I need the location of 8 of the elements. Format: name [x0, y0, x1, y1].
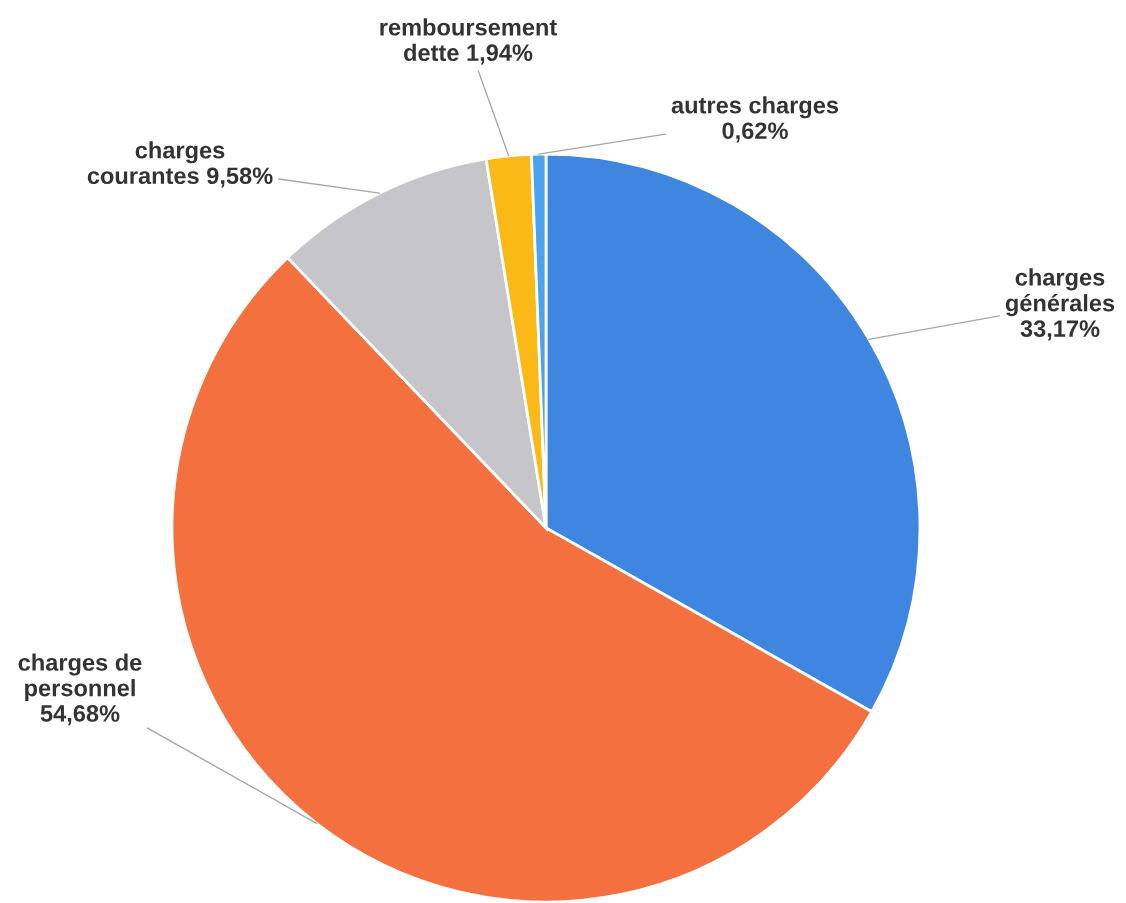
data-label: 33,17%: [1020, 320, 1100, 341]
data-label: 0,62%: [722, 122, 788, 143]
data-label: 54,68%: [40, 705, 120, 726]
slice-label: charges courantes 9,58%: [87, 141, 273, 188]
slice-label: charges générales: [1005, 268, 1115, 317]
slice-label: remboursement dette 1,94%: [380, 18, 557, 65]
slice-label: charges de personnel: [18, 653, 142, 702]
slice-label: autres charges: [671, 96, 839, 119]
